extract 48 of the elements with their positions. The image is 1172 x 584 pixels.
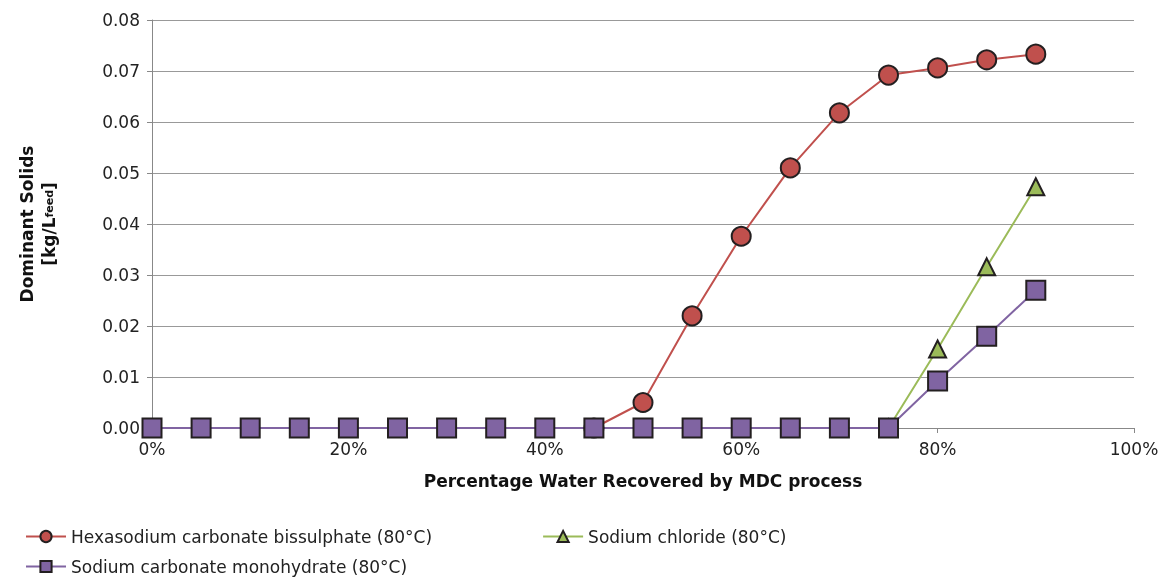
point <box>387 417 408 439</box>
point <box>632 392 654 413</box>
point <box>976 325 998 347</box>
point <box>977 257 997 277</box>
y-tick-label: 0.01 <box>102 367 140 387</box>
legend-label: Sodium carbonate monohydrate (80°C) <box>71 556 408 577</box>
point <box>288 417 310 439</box>
point <box>828 102 850 124</box>
point <box>1026 177 1046 197</box>
point <box>190 417 212 439</box>
point <box>927 370 949 392</box>
point <box>681 305 703 327</box>
point <box>632 417 654 439</box>
point <box>485 417 507 439</box>
x-tick-label: 20% <box>329 438 368 459</box>
y-tick-label: 0.04 <box>102 214 140 234</box>
x-tick-label: 60% <box>722 438 761 459</box>
legend-label: Sodium chloride (80°C) <box>588 526 787 547</box>
point <box>976 49 998 71</box>
y-tick-label: 0.02 <box>102 316 140 336</box>
legend-label: Hexasodium carbonate bissulphate (80°C) <box>71 526 433 547</box>
point <box>534 417 556 439</box>
point <box>1025 43 1047 65</box>
point <box>337 417 359 439</box>
x-tick-label: 40% <box>525 438 564 459</box>
point <box>436 417 458 439</box>
point <box>681 417 703 439</box>
x-tick-label: 100% <box>1109 438 1159 459</box>
point <box>927 57 949 79</box>
y-tick-label: 0.06 <box>102 112 140 132</box>
point <box>239 417 261 439</box>
point <box>828 417 850 439</box>
y-tick-label: 0.07 <box>102 61 140 81</box>
point <box>779 417 801 439</box>
point <box>878 64 899 86</box>
y-tick-label: 0.08 <box>102 10 140 30</box>
x-tick-label: 80% <box>918 438 957 459</box>
point <box>730 417 752 439</box>
point <box>141 417 163 439</box>
x-tick-label: 0% <box>138 438 166 459</box>
point <box>1025 279 1047 301</box>
point <box>928 339 948 359</box>
point <box>779 157 801 179</box>
y-tick-label: 0.03 <box>102 265 140 285</box>
y-tick-label: 0.00 <box>102 418 140 438</box>
y-tick-label: 0.05 <box>102 163 140 183</box>
x-axis-title: Percentage Water Recovered by MDC process <box>423 470 863 491</box>
point <box>730 225 752 247</box>
